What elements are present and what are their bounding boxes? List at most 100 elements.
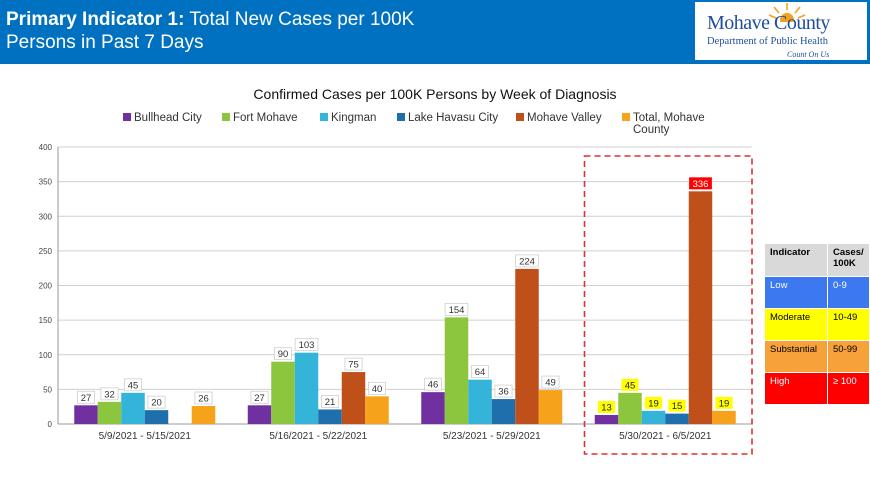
bar xyxy=(712,410,736,424)
data-label-box xyxy=(423,377,442,391)
bar xyxy=(247,405,272,424)
data-label: 19 xyxy=(719,398,730,409)
data-label-box xyxy=(668,399,686,412)
data-label-box xyxy=(147,395,166,409)
bar xyxy=(191,405,216,424)
data-label: 27 xyxy=(254,393,265,404)
indicator-range: 10-49 xyxy=(827,308,870,341)
bar xyxy=(121,392,145,424)
legend-item: Kingman xyxy=(320,112,376,124)
indicator-row: High ≥ 100 xyxy=(764,372,870,405)
bar xyxy=(365,396,389,424)
data-label: 103 xyxy=(299,340,315,351)
data-label: 336 xyxy=(693,179,709,190)
indicator-level: Substantial xyxy=(764,340,828,373)
title-line2: Persons in Past 7 Days xyxy=(6,32,204,53)
data-label-box xyxy=(320,395,339,408)
bar xyxy=(688,191,713,424)
data-label-box xyxy=(621,378,639,391)
legend-swatch xyxy=(222,113,230,121)
bar xyxy=(97,401,122,424)
header-cases: Cases/ 100K xyxy=(827,243,870,277)
mohave-county-logo: Mohave County Department of Public Healt… xyxy=(695,2,867,60)
y-tick-label: 250 xyxy=(39,247,53,256)
legend-label: Fort Mohave xyxy=(233,112,298,124)
indicator-table: Indicator Cases/ 100K Low 0-9 Moderate 10-4… xyxy=(764,243,870,405)
page-title: Primary Indicator 1: Total New Cases per… xyxy=(6,8,414,54)
bar xyxy=(421,392,445,424)
data-label: 40 xyxy=(372,384,383,395)
bar xyxy=(665,413,689,424)
indicator-range: ≥ 100 xyxy=(827,372,870,405)
data-label-box xyxy=(367,381,386,395)
data-label: 75 xyxy=(348,360,359,371)
bar xyxy=(594,414,619,424)
title-rest: Total New Cases per 100K xyxy=(189,9,415,30)
data-label: 46 xyxy=(428,380,439,391)
x-category-label: 5/9/2021 - 5/15/2021 xyxy=(99,431,192,442)
bar xyxy=(491,399,516,424)
bar xyxy=(538,390,563,424)
data-label-box xyxy=(541,375,560,389)
bar xyxy=(271,361,295,424)
data-label: 20 xyxy=(151,398,162,409)
indicator-level: High xyxy=(764,372,828,405)
data-label-box xyxy=(644,396,663,409)
logo-name: Mohave County xyxy=(707,12,830,34)
legend-swatch xyxy=(516,113,524,121)
legend-item: Mohave Valley xyxy=(516,112,602,124)
x-category-label: 5/23/2021 - 5/29/2021 xyxy=(443,431,541,442)
bar xyxy=(74,405,98,424)
data-label-box xyxy=(444,302,469,316)
bar xyxy=(444,317,469,424)
data-label: 49 xyxy=(545,378,556,389)
bar xyxy=(144,410,169,424)
data-label: 15 xyxy=(672,401,683,412)
indicator-level: Moderate xyxy=(764,308,828,341)
data-label: 64 xyxy=(475,367,486,378)
legend-item: Bullhead City xyxy=(123,112,202,124)
data-label: 36 xyxy=(498,387,509,398)
data-label-box xyxy=(77,390,96,404)
x-category-label: 5/16/2021 - 5/22/2021 xyxy=(269,431,367,442)
data-label: 21 xyxy=(325,397,336,408)
bar xyxy=(341,372,366,424)
data-label: 13 xyxy=(601,402,612,413)
chart-title: Confirmed Cases per 100K Persons by Week… xyxy=(253,86,617,102)
data-label-box xyxy=(250,390,269,404)
data-label: 19 xyxy=(648,398,659,409)
data-label: 224 xyxy=(519,256,535,267)
legend-swatch xyxy=(397,113,405,121)
indicator-level: Low xyxy=(764,276,828,309)
title-bold: Primary Indicator 1: xyxy=(6,9,185,30)
data-label-box xyxy=(689,177,712,190)
legend-swatch xyxy=(622,113,630,121)
logo-tagline: Count On Us xyxy=(787,50,830,59)
y-tick-label: 150 xyxy=(39,316,53,325)
indicator-row: Low 0-9 xyxy=(764,276,870,309)
legend-item: Fort Mohave xyxy=(222,112,298,124)
data-label: 27 xyxy=(81,393,92,404)
indicator-row: Substantial 50-99 xyxy=(764,340,870,373)
indicator-range: 50-99 xyxy=(827,340,870,373)
data-label-box xyxy=(470,365,489,379)
data-label: 90 xyxy=(278,349,289,360)
bar xyxy=(294,352,319,424)
y-tick-label: 300 xyxy=(39,212,53,221)
header-indicator: Indicator xyxy=(764,243,828,277)
x-category-label: 5/30/2021 - 6/5/2021 xyxy=(619,431,712,442)
data-label-box xyxy=(294,338,319,352)
legend-label: Total, Mohave County xyxy=(633,112,705,136)
legend-label: Mohave Valley xyxy=(527,112,602,124)
legend-item: Lake Havasu City xyxy=(397,112,498,124)
legend-swatch xyxy=(320,113,328,121)
data-label: 32 xyxy=(104,389,115,400)
legend-label: Bullhead City xyxy=(134,112,202,124)
data-label-box xyxy=(715,396,733,409)
y-tick-label: 0 xyxy=(48,420,53,429)
legend-label: Lake Havasu City xyxy=(408,112,499,124)
highlight-box xyxy=(583,155,753,455)
y-tick-label: 100 xyxy=(39,351,53,360)
data-label: 154 xyxy=(449,305,465,316)
